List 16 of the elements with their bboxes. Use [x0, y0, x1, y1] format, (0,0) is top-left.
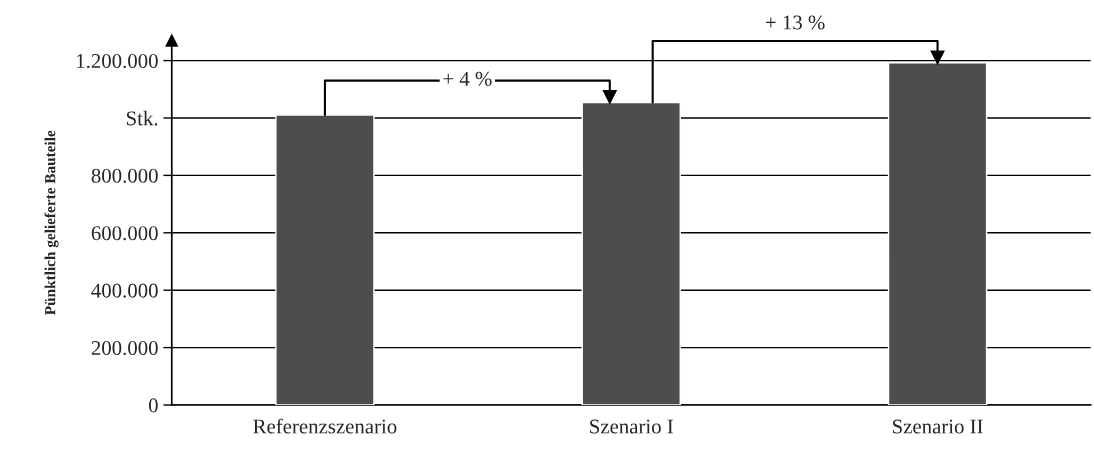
x-tick-label: Szenario II [892, 419, 983, 434]
text: + 13 % [765, 15, 825, 30]
y-tick-label: 400.000 [91, 283, 158, 298]
y-tick-label: 800.000 [91, 168, 158, 183]
y-tick-label: Stk. [126, 110, 158, 126]
bar [275, 114, 375, 405]
bar [581, 101, 681, 405]
y-tick-label: 1.200.000 [77, 53, 158, 69]
y-axis-title: Pünktlich gelieferte Bauteile [44, 130, 59, 315]
x-tick-label: Szenario I [590, 419, 674, 434]
y-tick-label: 600.000 [91, 226, 158, 241]
annotation: + 4 % [443, 71, 492, 86]
y-tick-label: 0 [148, 398, 158, 413]
y-tick-label: 200.000 [91, 340, 158, 356]
x-tick-label: Referenzszenario [253, 418, 397, 434]
bar [887, 62, 988, 405]
